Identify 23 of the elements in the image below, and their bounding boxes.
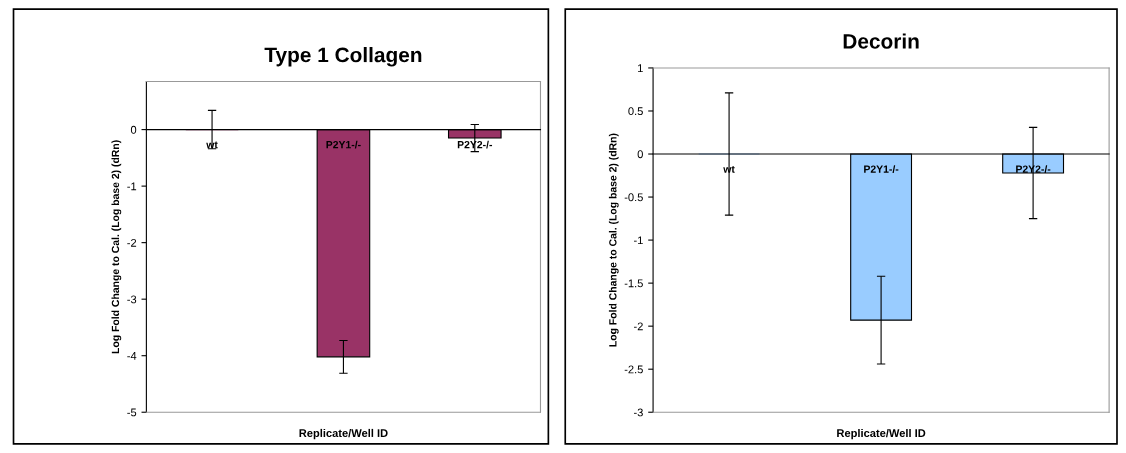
chart-title: Decorin <box>843 33 919 49</box>
y-tick-label: -2 <box>127 238 137 247</box>
y-tick-label: 1 <box>638 64 643 72</box>
y-tick-label: 0.5 <box>628 107 643 116</box>
y-tick-label: -3 <box>633 408 643 417</box>
x-axis-title: Replicate/Well ID <box>837 428 926 440</box>
x-axis-title: Replicate/Well ID <box>299 428 388 440</box>
y-tick-label: 0 <box>637 150 643 159</box>
y-tick-label: -4 <box>127 352 137 360</box>
y-tick-label: -2 <box>633 322 643 331</box>
chart-title: Type 1 Collagen <box>264 47 422 67</box>
y-tick-label: -1 <box>633 236 643 245</box>
y-axis-title: Log Fold Change to Cal. (Log base 2) (dRn) <box>111 140 122 354</box>
x-tick-label: P2Y1-/- <box>864 165 899 173</box>
y-tick-label: -1.5 <box>624 279 643 288</box>
x-tick-label: P2Y1-/- <box>326 140 361 149</box>
y-axis-title: Log Fold Change to Cal. (Log base 2) (dRn) <box>608 133 619 347</box>
y-tick-label: -1 <box>127 182 137 191</box>
y-tick-label: -0.5 <box>624 193 643 202</box>
y-tick-label: -3 <box>127 295 137 304</box>
y-tick-label: 0 <box>130 125 137 134</box>
y-tick-label: -2.5 <box>624 365 643 374</box>
y-tick-label: -5 <box>127 408 137 417</box>
